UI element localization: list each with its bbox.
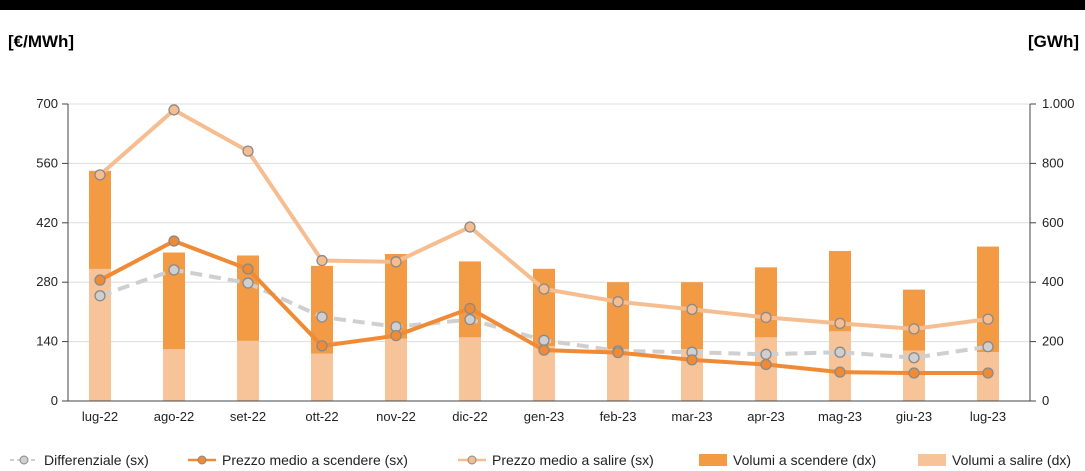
x-tick-label: apr-23 (747, 409, 785, 424)
axes (62, 103, 1036, 402)
right-tick-label: 1.000 (1042, 96, 1075, 111)
legend-item-prezzo-scendere: Prezzo medio a scendere (sx) (188, 450, 408, 470)
bar-volumi-salire (533, 346, 555, 401)
prezzo-salire-point (242, 145, 254, 157)
differenziale-point (982, 341, 994, 353)
differenziale-point (94, 290, 106, 302)
prezzo-scendere-point (538, 344, 550, 356)
left-axis-unit: [€/MWh] (8, 32, 75, 51)
prezzo-scendere-point (908, 367, 920, 379)
right-tick-label: 200 (1042, 334, 1064, 349)
legend-label-prezzo-salire: Prezzo medio a salire (sx) (492, 452, 654, 468)
bar-volumi-salire (607, 349, 629, 401)
right-tick-label: 800 (1042, 155, 1064, 170)
x-tick-label: nov-22 (376, 409, 416, 424)
prezzo-salire-point (686, 303, 698, 316)
legend-item-volumi-salire: Volumi a salire (dx) (918, 450, 1071, 470)
left-tick-label: 280 (36, 274, 58, 289)
prezzo-salire-point (94, 169, 106, 181)
top-rule (0, 0, 1085, 10)
prezzo-scendere-point (834, 366, 846, 378)
legend-item-differenziale: Differenziale (sx) (10, 450, 149, 470)
chart: 0 140 280 420 560 700 0 200 400 600 800 1.000 lug-22… (36, 96, 1074, 424)
differenziale-point (168, 264, 180, 276)
prezzo-salire-point (390, 256, 402, 268)
bar-volumi-salire (385, 338, 407, 401)
legend-item-volumi-scendere: Volumi a scendere (dx) (699, 450, 876, 470)
prezzo-salire-point (316, 254, 328, 267)
prezzo-salire-point (538, 283, 550, 295)
lines (94, 104, 994, 379)
prezzo-salire-point (760, 311, 772, 324)
legend-item-prezzo-salire: Prezzo medio a salire (sx) (458, 450, 654, 470)
legend-label-prezzo-scendere: Prezzo medio a scendere (sx) (222, 452, 408, 468)
legend-marker-prezzo-salire (458, 455, 486, 465)
bar-volumi-salire (237, 340, 259, 401)
x-tick-label: ott-22 (305, 409, 338, 424)
legend-label-volumi-scendere: Volumi a scendere (dx) (733, 452, 877, 468)
x-tick-label: lug-22 (82, 409, 118, 424)
left-tick-label: 700 (36, 96, 58, 111)
legend-marker-volumi-scendere (699, 454, 727, 466)
differenziale-point (242, 277, 254, 289)
prezzo-salire-point (612, 296, 624, 308)
prezzo-scendere-point (242, 263, 254, 275)
x-tick-label: gen-23 (524, 409, 564, 424)
legend-marker-differenziale (10, 455, 38, 465)
prezzo-scendere-point (316, 340, 328, 352)
legend-marker-volumi-salire (918, 454, 946, 466)
bar-volumi-salire (311, 353, 333, 401)
bar-volumi-salire (459, 337, 481, 401)
prezzo-salire-point (908, 323, 920, 335)
right-tick-label: 400 (1042, 274, 1064, 289)
prezzo-salire-point (982, 313, 994, 325)
prezzo-scendere-point (464, 302, 476, 315)
prezzo-scendere-point (390, 330, 402, 342)
bar-volumi-salire (163, 349, 185, 401)
legend-label-volumi-salire: Volumi a salire (dx) (952, 452, 1072, 468)
prezzo-scendere-point (982, 367, 994, 379)
bar-volumi-salire (829, 331, 851, 401)
legend-label-differenziale: Differenziale (sx) (44, 452, 149, 468)
x-tick-label: dic-22 (452, 409, 487, 424)
bar-volumi-salire (89, 268, 111, 401)
differenziale-point (834, 346, 846, 358)
x-tick-label: mag-23 (818, 409, 862, 424)
right-tick-label: 0 (1042, 393, 1049, 408)
left-tick-label: 420 (36, 215, 58, 230)
differenziale-point (908, 352, 920, 364)
differenziale-point (760, 348, 772, 360)
prezzo-scendere-point (760, 358, 772, 371)
prezzo-salire-point (834, 317, 846, 330)
left-tick-label: 560 (36, 155, 58, 170)
prezzo-salire-point (168, 104, 180, 116)
differenziale-point (464, 313, 476, 326)
tick-labels: 0 140 280 420 560 700 0 200 400 600 800 1.000 lug-22… (36, 96, 1074, 424)
x-tick-label: mar-23 (671, 409, 712, 424)
right-axis-unit: [GWh] (1028, 32, 1079, 51)
differenziale-point (316, 311, 328, 323)
x-tick-label: lug-23 (970, 409, 1006, 424)
differenziale-point (538, 334, 550, 346)
prezzo-scendere-point (686, 354, 698, 366)
legend-marker-prezzo-scendere (188, 455, 216, 465)
left-tick-label: 0 (51, 393, 58, 408)
prezzo-salire-point (464, 221, 476, 233)
left-tick-label: 140 (36, 334, 58, 349)
prezzo-scendere-point (168, 235, 180, 247)
right-tick-label: 600 (1042, 215, 1064, 230)
prezzo-scendere-point (94, 274, 106, 286)
x-tick-label: giu-23 (896, 409, 932, 424)
x-tick-label: feb-23 (600, 409, 637, 424)
prezzo-scendere-point (612, 346, 624, 359)
x-tick-label: set-22 (230, 409, 266, 424)
legend: Differenziale (sx) Prezzo medio a scende… (0, 450, 1085, 470)
x-tick-label: ago-22 (154, 409, 194, 424)
